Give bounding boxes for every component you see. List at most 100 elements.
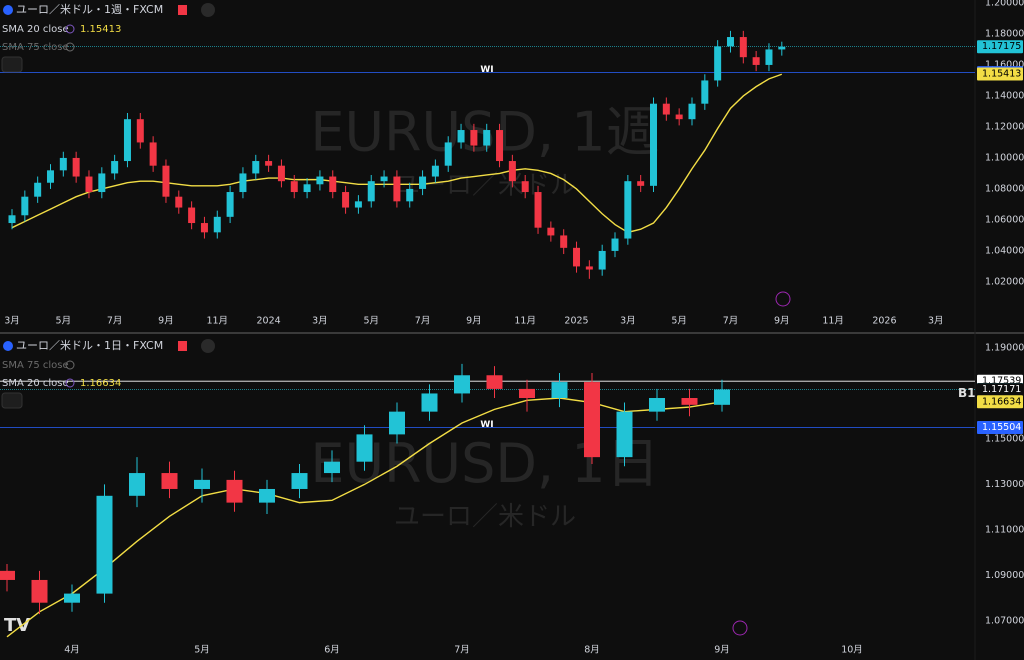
candle-body bbox=[560, 235, 568, 248]
candle-body bbox=[129, 473, 145, 496]
candle-body bbox=[393, 176, 401, 202]
candle-body bbox=[714, 46, 722, 81]
y-tick-label: 1.12000 bbox=[985, 121, 1024, 132]
y-tick-label: 1.19000 bbox=[985, 342, 1024, 353]
candle-body bbox=[161, 473, 178, 489]
candle-body bbox=[444, 142, 452, 166]
candle-body bbox=[0, 570, 15, 580]
candle-body bbox=[470, 130, 478, 146]
candle-body bbox=[194, 479, 210, 489]
candle-body bbox=[547, 227, 555, 236]
y-tick-label: 1.07000 bbox=[985, 615, 1024, 626]
candle-body bbox=[34, 182, 42, 197]
sma-line bbox=[6, 397, 723, 638]
x-tick-label: 9月 bbox=[466, 316, 482, 327]
x-tick-label: 5月 bbox=[56, 316, 72, 327]
candle-body bbox=[598, 250, 606, 270]
candle-body bbox=[389, 411, 405, 435]
candle-body bbox=[354, 201, 362, 208]
candle-body bbox=[508, 161, 516, 182]
y-tick-label: 1.09000 bbox=[985, 570, 1024, 581]
toggle-button[interactable] bbox=[1, 56, 23, 73]
flag-icon[interactable] bbox=[178, 341, 187, 351]
candle-body bbox=[624, 181, 632, 239]
y-tick-label: 1.16000 bbox=[985, 59, 1024, 70]
legend-icon[interactable] bbox=[65, 42, 75, 52]
candle-body bbox=[675, 114, 683, 120]
x-tick-label: 9月 bbox=[158, 316, 174, 327]
legend-title: ユーロ／米ドル・1日・FXCM bbox=[16, 339, 163, 352]
legend-entry[interactable]: SMA 75 close bbox=[2, 360, 69, 371]
symbol-icon bbox=[3, 341, 13, 351]
candle-body bbox=[521, 181, 529, 193]
collapse-button[interactable] bbox=[201, 3, 215, 17]
candle-body bbox=[290, 181, 298, 193]
price-label: 1.17171 bbox=[982, 384, 1021, 395]
x-tick-label: 8月 bbox=[584, 645, 600, 656]
candle-body bbox=[316, 176, 324, 185]
y-tick-label: 1.02000 bbox=[985, 276, 1024, 287]
candle-body bbox=[85, 176, 93, 193]
event-icon[interactable] bbox=[732, 620, 748, 636]
price-label: 1.15413 bbox=[982, 69, 1021, 80]
candle-body bbox=[72, 157, 80, 177]
candle-body bbox=[534, 192, 542, 228]
candle-body bbox=[98, 173, 106, 193]
y-tick-label: 1.08000 bbox=[985, 183, 1024, 194]
candle-body bbox=[188, 207, 196, 224]
candle-body bbox=[431, 165, 439, 177]
candle-body bbox=[226, 192, 234, 217]
candle-body bbox=[175, 196, 183, 208]
candle-body bbox=[649, 398, 665, 412]
x-tick-label: 7月 bbox=[723, 316, 739, 327]
candle-body bbox=[573, 247, 581, 267]
candle-body bbox=[96, 495, 113, 594]
symbol-icon bbox=[3, 5, 13, 15]
x-tick-label: 2024 bbox=[257, 316, 281, 327]
price-label: 1.16634 bbox=[982, 396, 1021, 407]
candle-body bbox=[149, 142, 157, 166]
candle-body bbox=[688, 103, 696, 120]
collapse-button[interactable] bbox=[201, 339, 215, 353]
candle-body bbox=[483, 130, 491, 146]
event-icon[interactable] bbox=[775, 291, 791, 307]
candle-body bbox=[123, 119, 131, 162]
price-label-box bbox=[977, 40, 1023, 54]
legend-icon[interactable] bbox=[65, 360, 75, 370]
candle-body bbox=[111, 161, 119, 174]
candle-body bbox=[406, 188, 414, 202]
candle-body bbox=[611, 238, 619, 251]
legend-icon[interactable] bbox=[65, 378, 75, 388]
legend-entry[interactable]: SMA 20 close bbox=[2, 24, 69, 35]
candle-body bbox=[457, 130, 465, 143]
x-tick-label: 5月 bbox=[194, 645, 210, 656]
candle-body bbox=[291, 473, 308, 489]
toggle-button[interactable] bbox=[1, 392, 23, 409]
x-tick-label: 3月 bbox=[4, 316, 20, 327]
candle-body bbox=[585, 266, 593, 270]
legend-entry[interactable]: SMA 75 close bbox=[2, 42, 69, 53]
candle-body bbox=[486, 375, 503, 389]
legend-icon[interactable] bbox=[65, 24, 75, 34]
candle-body bbox=[519, 388, 535, 399]
candle-body bbox=[239, 173, 247, 193]
candle-body bbox=[265, 161, 273, 166]
x-tick-label: 11月 bbox=[206, 316, 228, 327]
legend-entry[interactable]: SMA 20 close bbox=[2, 378, 69, 389]
x-tick-label: 3月 bbox=[312, 316, 328, 327]
candle-body bbox=[454, 375, 470, 394]
x-tick-label: 10月 bbox=[841, 645, 863, 656]
y-tick-label: 1.04000 bbox=[985, 245, 1024, 256]
price-label: 1.17175 bbox=[982, 41, 1021, 52]
candle-body bbox=[367, 181, 375, 202]
x-tick-label: 7月 bbox=[415, 316, 431, 327]
x-tick-label: 7月 bbox=[107, 316, 123, 327]
candle-body bbox=[701, 80, 709, 104]
candle-body bbox=[342, 192, 350, 208]
candle-body bbox=[303, 184, 311, 193]
x-tick-label: 9月 bbox=[714, 645, 730, 656]
y-tick-label: 1.14000 bbox=[985, 90, 1024, 101]
flag-icon[interactable] bbox=[178, 5, 187, 15]
